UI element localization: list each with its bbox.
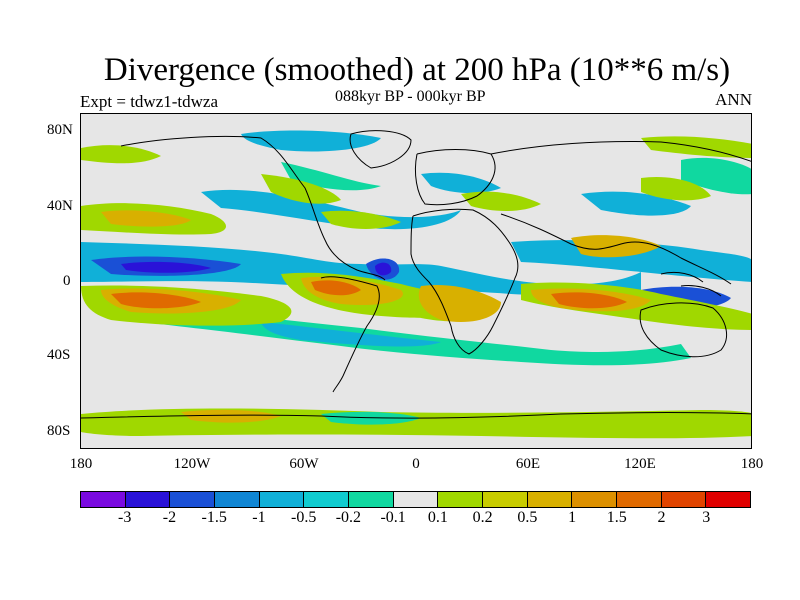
lat-label-80n: 80N (47, 122, 73, 138)
convergence-band-north-pacific (201, 189, 461, 230)
colorbar-swatch (349, 492, 394, 507)
lat-label-80s: 80S (47, 423, 71, 439)
colorbar-swatch (170, 492, 216, 507)
europe-coast (414, 149, 496, 206)
convergence-band-indian (511, 240, 751, 282)
antarctica-coast (81, 412, 751, 419)
colorbar-label: -0.5 (290, 509, 317, 526)
colorbar-swatch (125, 492, 171, 507)
lon-label-120e: 120E (624, 456, 656, 472)
lat-label-40n: 40N (47, 198, 73, 214)
divergence-africa (418, 284, 501, 322)
asia-coast (490, 141, 751, 285)
colorbar-label: -3 (118, 509, 132, 526)
colorbar-swatch (483, 492, 528, 507)
colorbar-label: 3 (702, 509, 711, 526)
divergence-map (80, 113, 752, 449)
convergence-southern-ocean (321, 411, 421, 425)
divergence-europe (461, 191, 541, 211)
colorbar-label: -0.1 (380, 509, 406, 526)
divergence-north-pacific-core (101, 210, 191, 227)
colorbar-swatch (438, 492, 484, 507)
africa-coast (410, 208, 519, 355)
convergence-arctic (241, 130, 381, 152)
coastlines (81, 130, 751, 419)
colorbar-label: -1 (252, 509, 266, 526)
map-canvas (81, 130, 751, 439)
colorbar-label: 1.5 (606, 509, 627, 526)
lon-label-0: 0 (412, 456, 420, 472)
lat-label-40s: 40S (47, 347, 71, 363)
colorbar-swatch (393, 492, 439, 507)
divergence-band-north-america (261, 174, 341, 204)
colorbar-label: 2 (657, 509, 666, 526)
map-title: Divergence (smoothed) at 200 hPa (10**6 … (103, 52, 731, 88)
north-america-coast (120, 135, 386, 281)
strong-divergence-indian-ocean (551, 292, 627, 309)
colorbar-swatch (304, 492, 350, 507)
colorbar (80, 491, 751, 508)
divergence-field (81, 130, 751, 439)
colorbar-swatch (81, 492, 126, 507)
convergence-east-asia (681, 157, 751, 195)
australia-coast (639, 302, 728, 358)
colorbar-swatch (706, 492, 751, 507)
convergence-north-atlantic-east (421, 172, 501, 194)
strong-divergence-south-america (311, 280, 361, 296)
divergence-southern-ocean-core (181, 409, 281, 423)
maritime-continent-coast (660, 271, 722, 297)
colorbar-label: 0.1 (427, 509, 448, 526)
colorbar-label: -1.5 (201, 509, 227, 526)
convergence-southern-core (261, 322, 441, 347)
lon-label-60e: 60E (515, 456, 541, 472)
colorbar-label: -0.2 (335, 509, 362, 526)
lon-label-60w: 60W (289, 456, 319, 472)
strong-divergence-pacific (111, 292, 201, 309)
lon-label-180e: 180 (740, 456, 764, 472)
divergence-high-north (81, 145, 161, 164)
strongest-convergence-atlantic (375, 262, 392, 276)
colorbar-label: 0.2 (472, 509, 493, 526)
lon-label-180w: 180 (69, 456, 93, 472)
colorbar-label: -2 (162, 509, 177, 526)
lon-label-120w: 120W (173, 456, 211, 472)
colorbar-label: 0.5 (517, 509, 538, 526)
colorbar-swatch (661, 492, 707, 507)
divergence-east-asia (641, 176, 711, 201)
colorbar-swatch (259, 492, 305, 507)
experiment-label: Expt = tdwz1-tdwza (80, 92, 218, 111)
colorbar-swatch (617, 492, 662, 507)
period-label: 088kyr BP - 000kyr BP (335, 88, 486, 105)
colorbar-swatch (572, 492, 618, 507)
south-america-coast (320, 276, 380, 393)
greenland-coast (349, 130, 412, 169)
convergence-band-pacific (81, 242, 641, 296)
colorbar-swatch (215, 492, 260, 507)
colorbar-swatch (527, 492, 573, 507)
season-label: ANN (715, 90, 752, 109)
divergence-north-atlantic (321, 210, 401, 229)
strongest-convergence-pacific (121, 261, 211, 273)
colorbar-label: 1 (568, 509, 577, 526)
divergence-south-asia (571, 235, 661, 258)
lat-label-0: 0 (63, 273, 71, 289)
